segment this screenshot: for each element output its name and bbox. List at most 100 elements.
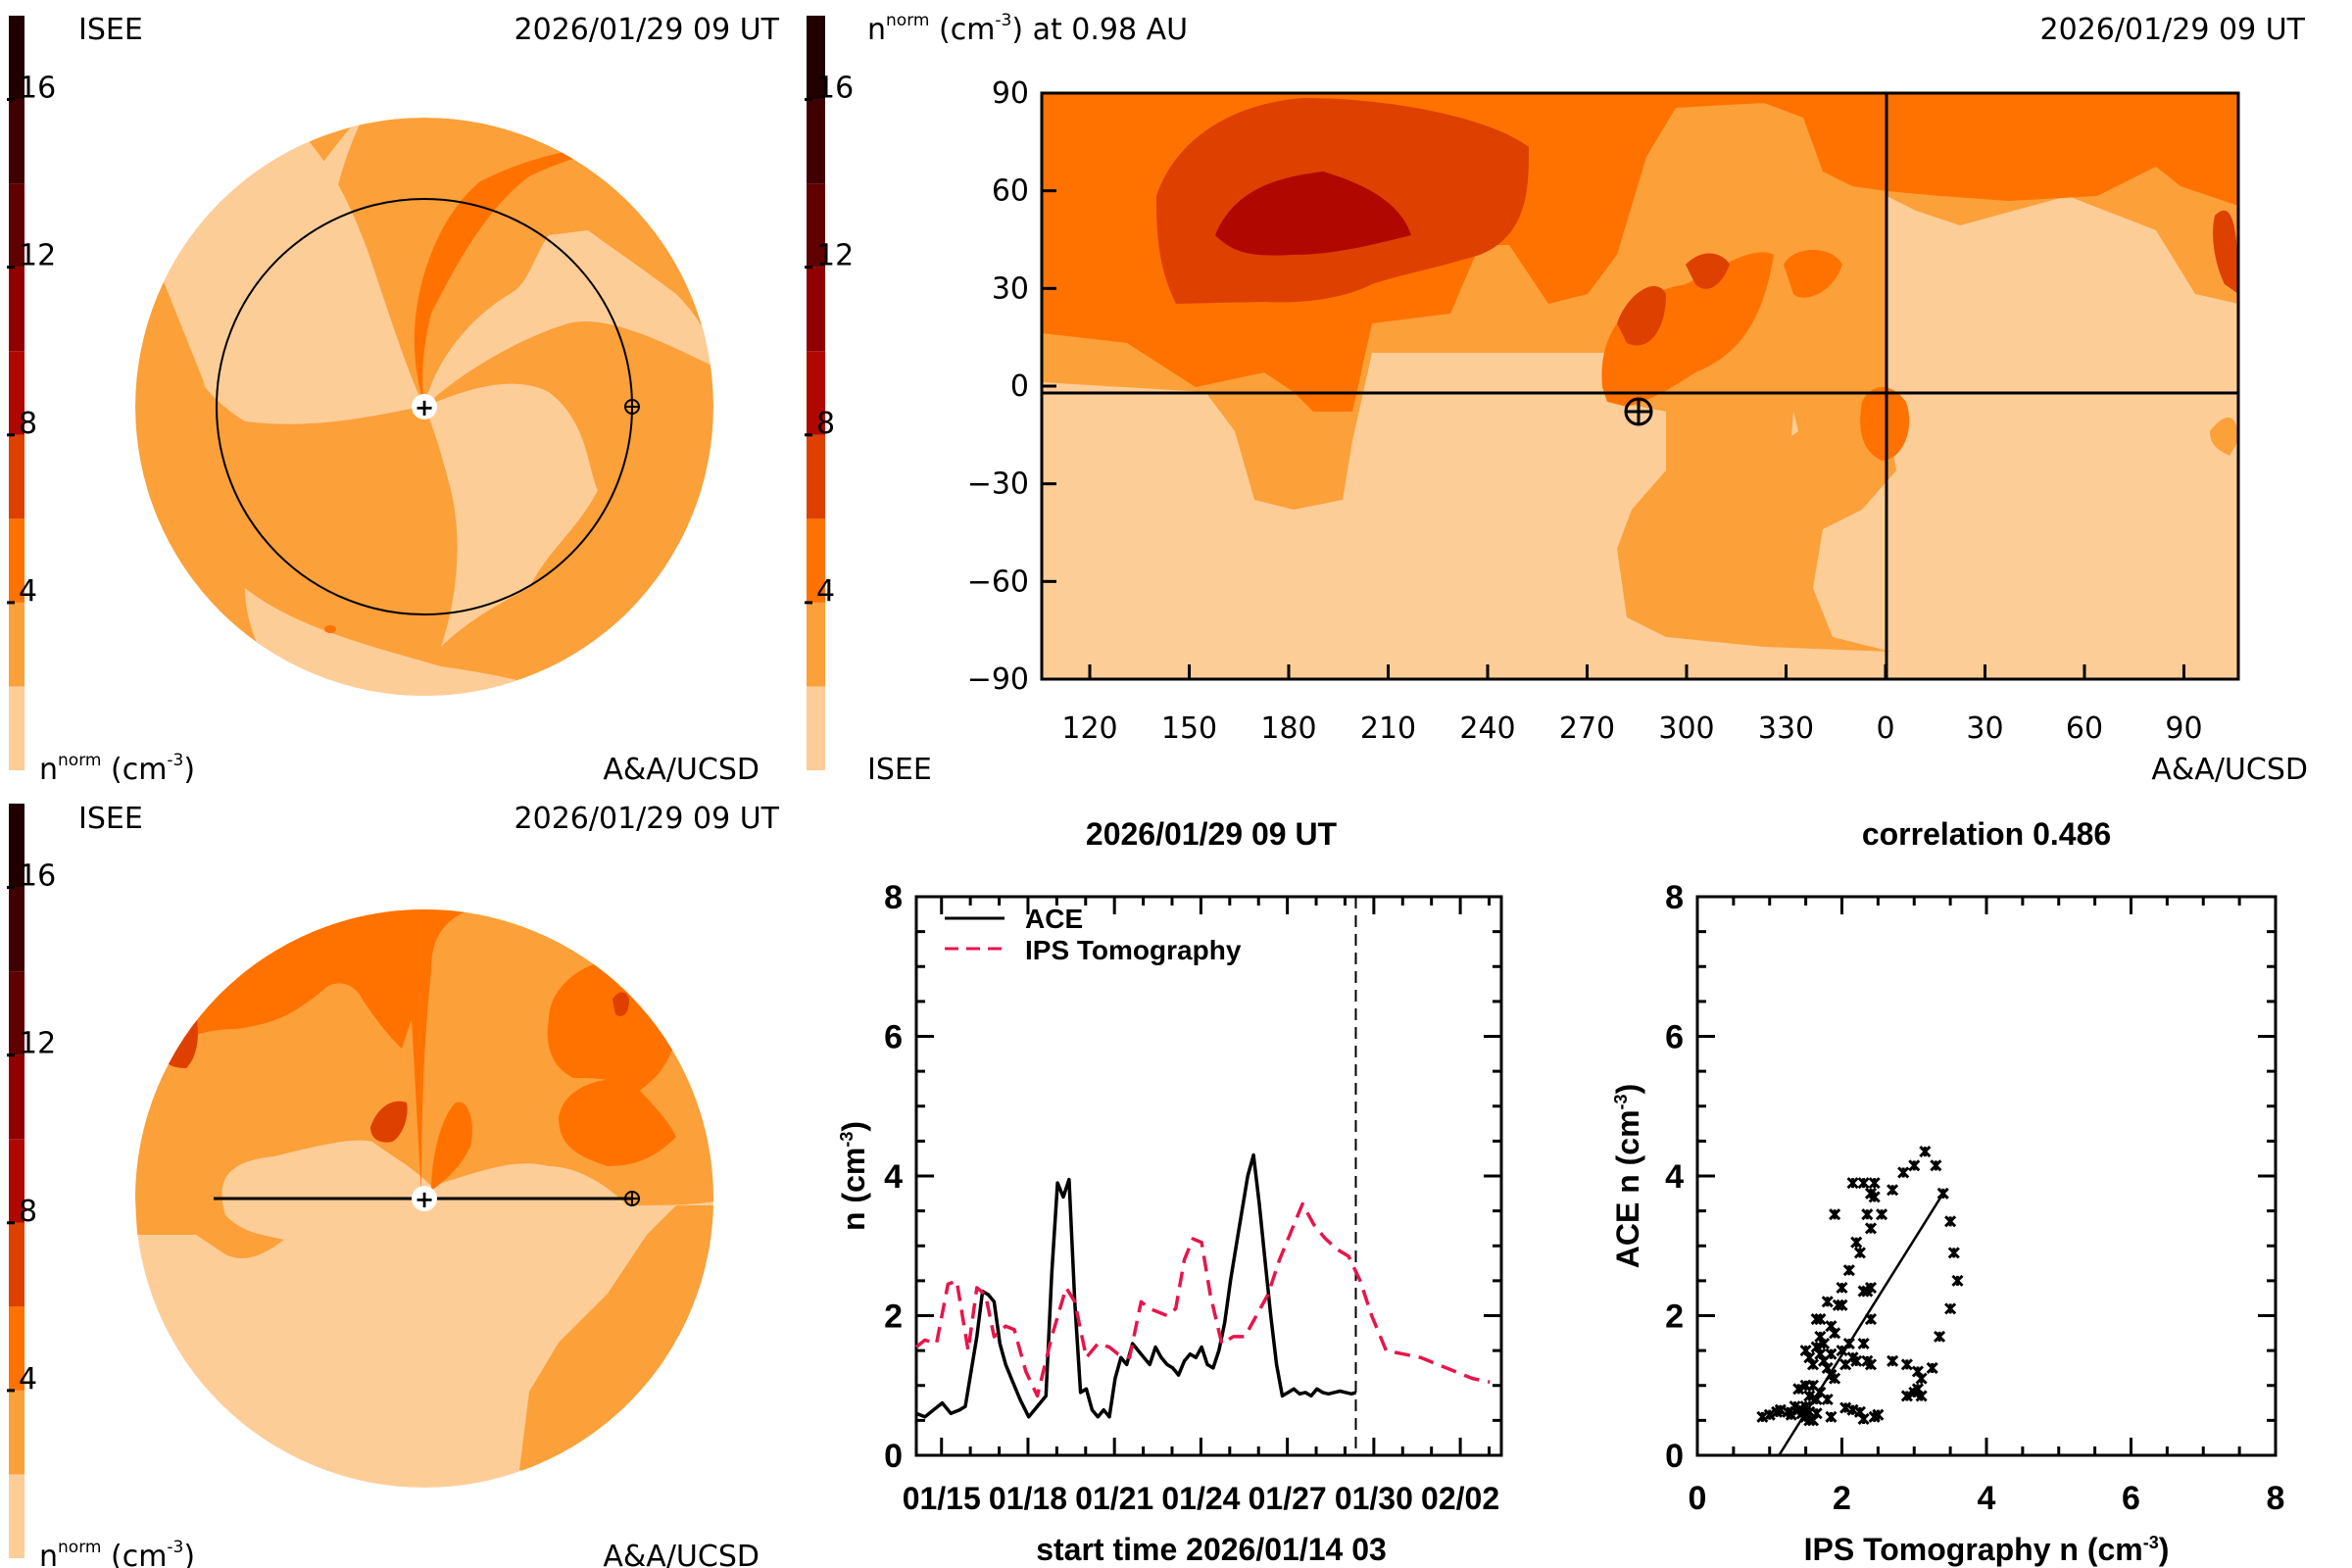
scatter-point <box>1821 1296 1834 1308</box>
y-tick-label: 6 <box>884 1019 903 1056</box>
scatter-point <box>1803 1414 1816 1427</box>
map-title: nnorm (cm-3) at 0.98 AU <box>867 11 1188 47</box>
colorbar-band <box>9 602 24 687</box>
colorbar-tick-label: 12 <box>816 239 854 273</box>
legend: ACE IPS Tomography <box>945 904 1242 965</box>
source-label: ISEE <box>78 802 143 836</box>
lon-tick-label: 60 <box>2066 711 2103 746</box>
x-tick-label: 4 <box>1978 1480 1996 1517</box>
scatter-point <box>1861 1208 1874 1221</box>
y-tick-label: 8 <box>884 879 903 916</box>
panel-ecliptic-view: ISEE 2026/01/29 09 UT + nnorm (cm-3) A&A… <box>39 13 780 787</box>
colorbar-band <box>9 1390 24 1475</box>
colorbar-tick-label: 12 <box>19 1027 56 1061</box>
y-tick-label: 8 <box>1665 879 1684 916</box>
colorbar-band <box>9 1222 24 1307</box>
series-ace <box>915 1152 1357 1419</box>
scatter-point <box>1926 1361 1938 1375</box>
scatter-point <box>1836 1298 1848 1311</box>
chart-title: correlation 0.486 <box>1862 816 2111 852</box>
colorbar-tick-label: 8 <box>19 1195 37 1229</box>
scatter-point <box>1857 1337 1870 1350</box>
scatter-point <box>1915 1390 1928 1402</box>
colorbar-band <box>9 1306 24 1391</box>
y-tick-label: 0 <box>884 1438 903 1475</box>
scatter-point <box>1857 1177 1870 1190</box>
scatter-point <box>1864 1281 1878 1295</box>
lat-tick-label: −30 <box>967 467 1029 502</box>
lat-tick-label: −90 <box>967 662 1029 697</box>
legend-ace-label: ACE <box>1025 904 1083 934</box>
colorbar-band <box>9 518 24 603</box>
lon-tick-label: 330 <box>1758 711 1814 746</box>
credit-label: A&A/UCSD <box>603 753 760 787</box>
colorbar-band <box>807 434 825 519</box>
scatter-point <box>1875 1208 1888 1221</box>
x-tick-label: 01/24 <box>1161 1481 1240 1516</box>
colorbar-tick-label: 16 <box>816 72 854 106</box>
panel-synoptic-map: nnorm (cm-3) at 0.98 AU 2026/01/29 09 UT <box>867 11 2308 787</box>
lat-tick-label: −60 <box>967 564 1029 599</box>
lon-tick-label: 30 <box>1966 711 2003 746</box>
scatter-point <box>1868 1177 1881 1190</box>
credit-label: A&A/UCSD <box>603 1540 760 1568</box>
units-label: nnorm (cm-3) <box>39 1538 195 1568</box>
colorbar-band <box>9 99 24 184</box>
x-axis-title: IPS Tomography n (cm-3) <box>1804 1532 2170 1567</box>
map-source-label: ISEE <box>867 753 932 787</box>
colorbar-tick-label: 4 <box>19 1362 37 1396</box>
lon-tick-label: 180 <box>1260 711 1316 746</box>
x-tick-label: 01/30 <box>1335 1481 1413 1516</box>
source-label: ISEE <box>78 13 143 47</box>
scatter-point <box>1829 1327 1841 1340</box>
scatter-point <box>1915 1372 1928 1385</box>
scatter-point <box>1817 1337 1831 1350</box>
scatter-point <box>1872 1408 1885 1421</box>
scatter-point <box>1951 1274 1964 1287</box>
y-tick-label: 6 <box>1665 1019 1684 1056</box>
lon-tick-label: 90 <box>2165 711 2202 746</box>
x-tick-label: 6 <box>2122 1480 2140 1517</box>
x-tick-label: 01/21 <box>1075 1481 1153 1516</box>
plot-frame <box>914 895 1503 1457</box>
colorbar-band <box>9 686 24 770</box>
lon-tick-label: 240 <box>1459 711 1515 746</box>
colorbar-tick-label: 8 <box>19 407 37 441</box>
lon-tick-label: 0 <box>1876 711 1894 746</box>
regression-line <box>1778 1193 1944 1456</box>
scatter-point <box>1857 1412 1870 1426</box>
earth-icon <box>624 399 640 415</box>
colorbar-band <box>807 183 825 268</box>
lon-tick-label: 120 <box>1061 711 1117 746</box>
scatter-point <box>1814 1312 1827 1326</box>
colorbar-band <box>9 1139 24 1223</box>
sun-marker <box>412 1186 437 1211</box>
colorbar-band <box>9 1054 24 1140</box>
legend-ips-label: IPS Tomography <box>1025 935 1242 965</box>
x-tick-label: 02/02 <box>1421 1481 1499 1516</box>
map-timestamp: 2026/01/29 09 UT <box>2040 13 2306 47</box>
colorbar-bottom-left: 4 8 12 16 <box>7 804 56 1558</box>
scatter-point <box>1944 1215 1957 1228</box>
scatter-point <box>1850 1354 1863 1367</box>
scatter-point <box>1821 1393 1834 1406</box>
scatter-point <box>1825 1410 1838 1423</box>
longitude-axis: 120 150 180 210 240 270 300 330 0 30 60 90 <box>1061 664 2203 746</box>
scatter-point <box>1803 1390 1816 1402</box>
earth-icon <box>624 1191 640 1206</box>
x-tick-label: 2 <box>1833 1480 1851 1517</box>
colorbar-band <box>807 99 825 184</box>
colorbar-band <box>9 267 24 352</box>
colorbar-band <box>9 16 24 100</box>
scatter-point <box>1825 1348 1838 1360</box>
scatter-point <box>1930 1159 1942 1172</box>
lon-tick-label: 210 <box>1360 711 1416 746</box>
scatter-point <box>1919 1145 1932 1158</box>
y-tick-label: 4 <box>884 1158 903 1196</box>
colorbar-band <box>807 602 825 687</box>
lon-tick-label: 150 <box>1161 711 1217 746</box>
lon-tick-label: 270 <box>1559 711 1615 746</box>
earth-icon <box>1624 397 1653 426</box>
scatter-point <box>1864 1358 1878 1371</box>
